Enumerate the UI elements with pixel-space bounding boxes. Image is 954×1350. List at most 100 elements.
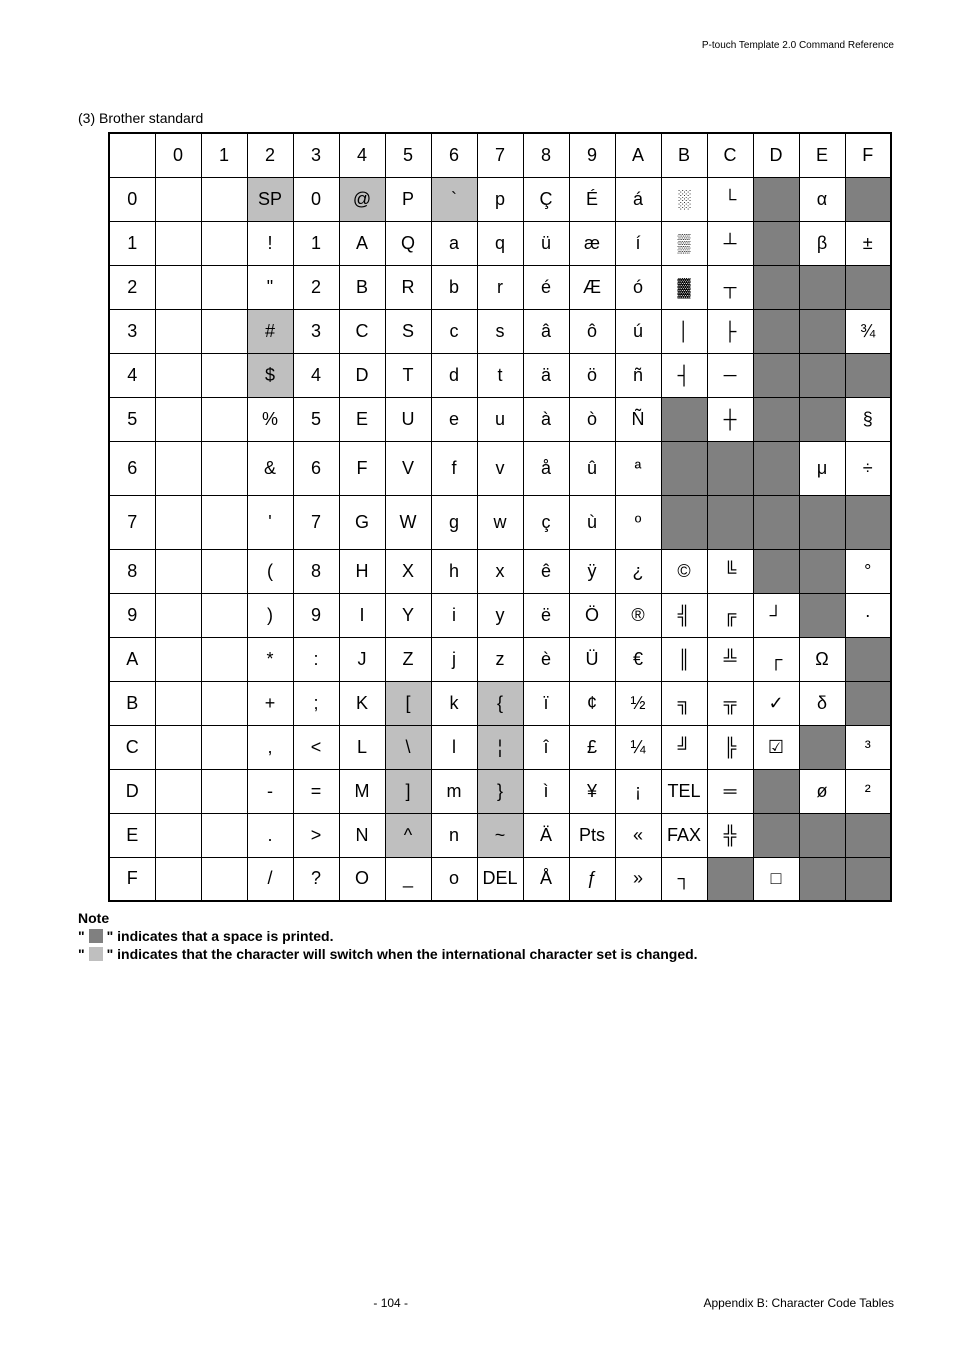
- code-cell: l: [431, 725, 477, 769]
- code-cell: d: [431, 353, 477, 397]
- code-cell: 5: [293, 397, 339, 441]
- code-cell: æ: [569, 221, 615, 265]
- code-cell: {: [477, 681, 523, 725]
- code-cell: ÷: [845, 441, 891, 495]
- row-header: 8: [109, 549, 155, 593]
- code-cell: F: [339, 441, 385, 495]
- code-cell: [845, 813, 891, 857]
- code-cell: Ü: [569, 637, 615, 681]
- col-header: 9: [569, 133, 615, 177]
- code-cell: ╣: [661, 593, 707, 637]
- code-cell: c: [431, 309, 477, 353]
- code-cell: q: [477, 221, 523, 265]
- code-cell: [201, 309, 247, 353]
- code-cell: r: [477, 265, 523, 309]
- code-cell: ▒: [661, 221, 707, 265]
- code-cell: C: [339, 309, 385, 353]
- code-cell: ║: [661, 637, 707, 681]
- code-cell: [155, 593, 201, 637]
- code-cell: ☑: [753, 725, 799, 769]
- code-cell: w: [477, 495, 523, 549]
- code-cell: b: [431, 265, 477, 309]
- code-cell: [753, 177, 799, 221]
- code-cell: [201, 813, 247, 857]
- appendix-label: Appendix B: Character Code Tables: [703, 1296, 894, 1310]
- dark-swatch-icon: [89, 929, 103, 943]
- code-cell: Å: [523, 857, 569, 901]
- code-cell: ·: [845, 593, 891, 637]
- code-cell: ╩: [707, 637, 753, 681]
- code-cell: >: [293, 813, 339, 857]
- code-cell: [753, 309, 799, 353]
- code-cell: ├: [707, 309, 753, 353]
- code-cell: ì: [523, 769, 569, 813]
- row-header: F: [109, 857, 155, 901]
- row-header: 3: [109, 309, 155, 353]
- code-cell: .: [247, 813, 293, 857]
- code-cell: ┘: [753, 593, 799, 637]
- section-title: (3) Brother standard: [78, 110, 894, 126]
- col-header: 8: [523, 133, 569, 177]
- code-cell: [201, 637, 247, 681]
- code-cell: ©: [661, 549, 707, 593]
- code-cell: [799, 397, 845, 441]
- code-cell: ╔: [707, 593, 753, 637]
- code-cell: Ω: [799, 637, 845, 681]
- code-cell: j: [431, 637, 477, 681]
- code-cell: [799, 593, 845, 637]
- header-reference: P-touch Template 2.0 Command Reference: [702, 40, 894, 51]
- code-cell: ╗: [661, 681, 707, 725]
- code-cell: Q: [385, 221, 431, 265]
- code-cell: V: [385, 441, 431, 495]
- code-cell: [799, 265, 845, 309]
- code-cell: »: [615, 857, 661, 901]
- note2-prefix: ": [78, 946, 85, 962]
- code-cell: Z: [385, 637, 431, 681]
- code-cell: _: [385, 857, 431, 901]
- col-header: 4: [339, 133, 385, 177]
- code-cell: #: [247, 309, 293, 353]
- col-header: E: [799, 133, 845, 177]
- code-cell: δ: [799, 681, 845, 725]
- code-cell: n: [431, 813, 477, 857]
- code-cell: +: [247, 681, 293, 725]
- code-cell: %: [247, 397, 293, 441]
- code-cell: 6: [293, 441, 339, 495]
- code-cell: [201, 725, 247, 769]
- code-cell: ░: [661, 177, 707, 221]
- code-cell: P: [385, 177, 431, 221]
- code-cell: [201, 265, 247, 309]
- code-cell: [155, 637, 201, 681]
- note2-suffix: " indicates that the character will swit…: [107, 946, 698, 962]
- code-cell: x: [477, 549, 523, 593]
- code-cell: @: [339, 177, 385, 221]
- code-cell: û: [569, 441, 615, 495]
- code-cell: ¾: [845, 309, 891, 353]
- code-cell: L: [339, 725, 385, 769]
- code-cell: ï: [523, 681, 569, 725]
- col-header: 7: [477, 133, 523, 177]
- code-cell: B: [339, 265, 385, 309]
- code-cell: z: [477, 637, 523, 681]
- code-cell: m: [431, 769, 477, 813]
- code-cell: A: [339, 221, 385, 265]
- character-code-table: 0123456789ABCDEF0SP0@P`pÇÉá░└α1!1AQaqüæí…: [108, 132, 892, 902]
- code-cell: [: [385, 681, 431, 725]
- code-cell: á: [615, 177, 661, 221]
- code-cell: ñ: [615, 353, 661, 397]
- code-cell: [753, 495, 799, 549]
- col-header: 5: [385, 133, 431, 177]
- row-header: 2: [109, 265, 155, 309]
- code-cell: [799, 857, 845, 901]
- code-cell: Ç: [523, 177, 569, 221]
- code-cell: [155, 441, 201, 495]
- code-cell: ,: [247, 725, 293, 769]
- code-cell: í: [615, 221, 661, 265]
- code-cell: 2: [293, 265, 339, 309]
- code-cell: SP: [247, 177, 293, 221]
- code-cell: [201, 397, 247, 441]
- code-cell: &: [247, 441, 293, 495]
- code-cell: X: [385, 549, 431, 593]
- code-cell: [155, 309, 201, 353]
- note-line-1: " " indicates that a space is printed.: [78, 928, 894, 944]
